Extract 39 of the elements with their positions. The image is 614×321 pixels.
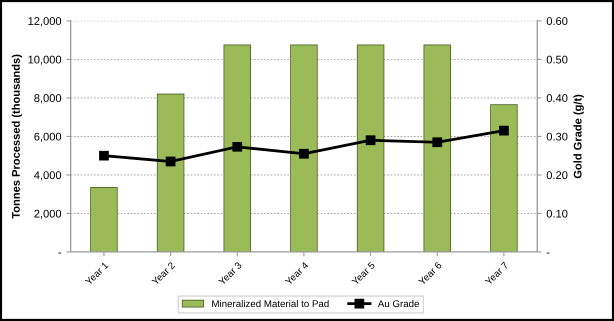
y2-tick-label: - [546, 252, 550, 254]
point [299, 148, 309, 159]
point [166, 156, 176, 166]
x-tick-label: Year 5 [351, 262, 376, 286]
y2-tick-label: 0.20 [546, 171, 568, 180]
y2-tick-label: 0.10 [546, 210, 568, 218]
y2-tick-label: 0.30 [546, 132, 568, 141]
point [432, 137, 442, 148]
bar [90, 187, 118, 252]
x-tick-label: Year 1 [84, 262, 109, 286]
bar [490, 104, 518, 252]
y-tick-label: 8,000 [34, 94, 62, 104]
legend-label: Au Grade [378, 300, 420, 308]
y-tick-label: - [58, 252, 62, 254]
y-tick-label: 10,000 [28, 56, 62, 65]
point [232, 142, 242, 152]
y2-tick-label: 0.60 [546, 17, 568, 25]
bar [224, 44, 252, 252]
y-tick-label: 12,000 [28, 17, 62, 26]
y2-axis-title: Gold Grade (g/t) [573, 94, 584, 178]
bar [356, 44, 384, 252]
y-tick-label: 6,000 [34, 132, 62, 142]
y-axis-title: Tonnes Processed (thousands) [12, 54, 22, 219]
y-tick-label: 2,000 [34, 210, 62, 219]
x-tick-label: Year 6 [418, 261, 442, 286]
bar [156, 94, 184, 252]
bar [424, 44, 452, 252]
legend-label: Mineralized Material to Pad [212, 300, 329, 308]
point [366, 135, 376, 146]
y2-tick-label: 0.40 [546, 94, 568, 102]
x-tick-label: Year 3 [218, 261, 242, 286]
bar [290, 44, 318, 252]
x-tick-label: Year 7 [484, 262, 509, 286]
point [99, 150, 109, 161]
x-tick-label: Year 4 [284, 261, 309, 286]
y2-tick-label: 0.50 [546, 56, 568, 64]
point [499, 126, 509, 136]
x-tick-label: Year 2 [151, 262, 176, 286]
y-tick-label: 4,000 [34, 171, 62, 180]
